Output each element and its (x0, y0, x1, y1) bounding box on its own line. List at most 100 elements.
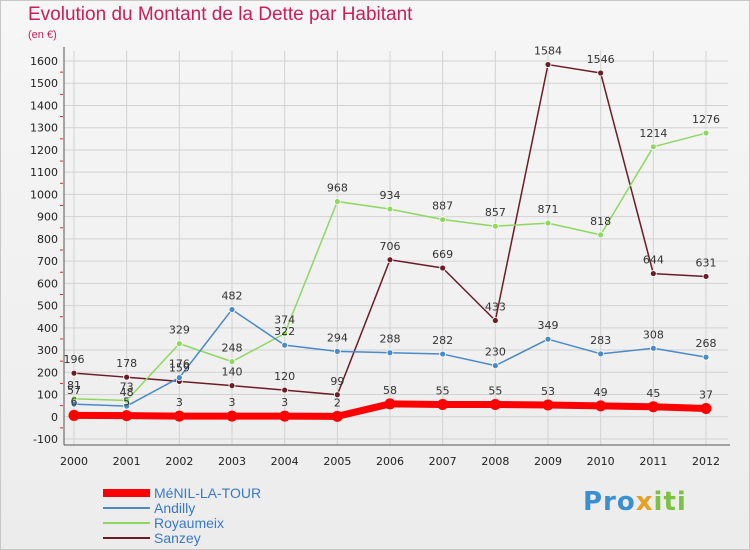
y-tick-label: 100 (37, 389, 58, 402)
data-label: 294 (327, 331, 348, 344)
data-label: 283 (590, 334, 611, 347)
data-point (175, 374, 183, 382)
proxiti-logo: Proxiti (583, 487, 687, 517)
data-point (333, 391, 341, 399)
x-tick-label: 2003 (218, 455, 246, 468)
data-label: 55 (488, 385, 502, 398)
data-point (649, 344, 657, 352)
legend-label: Royaumeix (154, 515, 224, 531)
data-point (228, 382, 236, 390)
y-tick-label: 0 (51, 411, 58, 424)
logo-part: iti (653, 487, 687, 517)
data-label: 159 (169, 361, 190, 374)
data-point (491, 362, 499, 370)
data-point (281, 330, 289, 338)
data-point (386, 256, 394, 264)
y-tick-label: 300 (37, 344, 58, 357)
data-label: 230 (485, 346, 506, 359)
x-tick-label: 2006 (376, 455, 404, 468)
grid-layer (64, 51, 728, 445)
data-point (647, 401, 659, 413)
data-label: 140 (222, 366, 243, 379)
y-tick-label: 1400 (30, 99, 58, 112)
data-label: 53 (541, 385, 555, 398)
data-label: 482 (222, 290, 243, 303)
x-tick-label: 2011 (639, 455, 667, 468)
data-label: 81 (67, 379, 81, 392)
data-point (123, 373, 131, 381)
data-label: 669 (432, 248, 453, 261)
data-point (175, 340, 183, 348)
data-point (597, 350, 605, 358)
y-tick-label: 1200 (30, 144, 58, 157)
data-point (331, 410, 343, 422)
x-tick-label: 2005 (323, 455, 351, 468)
data-label: 49 (594, 386, 608, 399)
y-tick-label: 1300 (30, 122, 58, 135)
data-label: 45 (646, 387, 660, 400)
data-label: 887 (432, 200, 453, 213)
data-label: 308 (643, 328, 664, 341)
data-point (544, 219, 552, 227)
data-label: 268 (696, 337, 717, 350)
x-tick-label: 2010 (587, 455, 615, 468)
data-point (702, 353, 710, 361)
y-tick-label: 1600 (30, 55, 58, 68)
data-point (439, 264, 447, 272)
data-label: 196 (64, 353, 85, 366)
data-label: 871 (538, 203, 559, 216)
data-label: 178 (116, 357, 137, 370)
chart-subtitle: (en €) (28, 29, 57, 41)
y-tick-label: 600 (37, 277, 58, 290)
data-point (121, 410, 133, 422)
x-tick-label: 2008 (481, 455, 509, 468)
data-label: 55 (436, 385, 450, 398)
data-point (597, 231, 605, 239)
x-tick-label: 2012 (692, 455, 720, 468)
data-label: 329 (169, 324, 190, 337)
data-label: 2 (334, 396, 341, 409)
chart-title: Evolution du Montant de la Dette par Hab… (28, 4, 413, 25)
data-point (700, 403, 712, 415)
data-point (173, 410, 185, 422)
y-tick-label: 800 (37, 233, 58, 246)
series-layer (68, 61, 712, 422)
data-point (491, 222, 499, 230)
data-label: 248 (222, 342, 243, 355)
data-point (386, 349, 394, 357)
legend-label: Andilly (154, 500, 195, 516)
data-label: 706 (380, 240, 401, 253)
data-label: 322 (274, 325, 295, 338)
data-point (228, 306, 236, 313)
y-tick-label: 1500 (30, 77, 58, 90)
y-tick-label: 200 (37, 366, 58, 379)
data-label: 3 (176, 396, 183, 409)
data-point (70, 400, 78, 408)
y-tick-label: 400 (37, 322, 58, 335)
data-point (491, 317, 499, 324)
data-label: 1214 (639, 127, 667, 140)
data-point (439, 216, 447, 223)
data-label: 818 (590, 215, 611, 228)
data-point (333, 198, 341, 205)
y-tick-label: 1100 (30, 166, 58, 179)
x-tick-label: 2001 (113, 455, 141, 468)
data-label: 58 (383, 384, 397, 397)
data-label: 120 (274, 370, 295, 383)
data-point (544, 335, 552, 343)
data-point (228, 358, 236, 366)
data-point (542, 399, 554, 411)
data-label: 48 (120, 386, 134, 399)
data-point (281, 386, 289, 394)
data-label: 176 (169, 358, 190, 371)
data-label: 1546 (587, 53, 615, 66)
data-point (489, 399, 501, 411)
x-tick-label: 2007 (429, 455, 457, 468)
data-label: 934 (380, 189, 401, 202)
logo-part: x (635, 487, 654, 517)
data-point (68, 409, 80, 421)
data-point (333, 347, 341, 355)
